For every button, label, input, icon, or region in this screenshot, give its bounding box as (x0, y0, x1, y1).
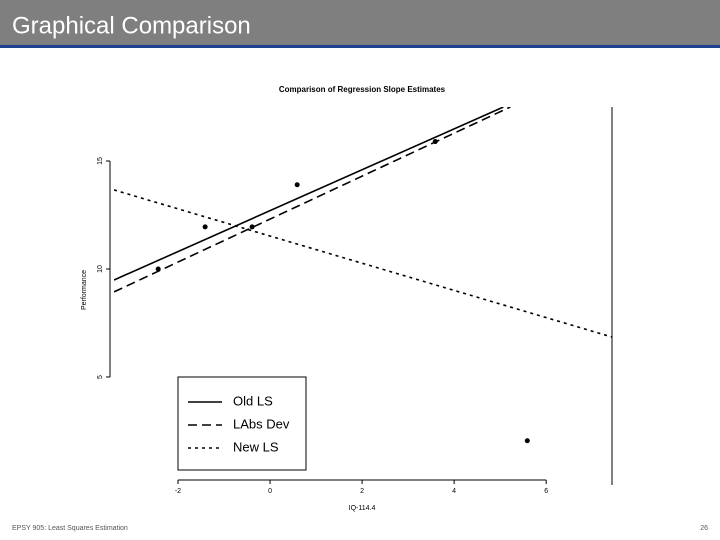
point (202, 224, 208, 230)
point (294, 182, 300, 188)
y-tick-label: 15 (97, 157, 104, 165)
x-tick-label: -2 (175, 488, 181, 495)
point (524, 438, 530, 444)
chart-title: Comparison of Regression Slope Estimates (279, 85, 446, 94)
legend-label: New LS (233, 439, 279, 454)
point (432, 139, 438, 145)
legend-box (177, 376, 307, 471)
y-tick-label: 10 (97, 265, 104, 273)
legend-label: LAbs Dev (233, 416, 290, 431)
x-tick-label: 2 (360, 488, 364, 495)
lines (114, 107, 612, 338)
fit-line (114, 107, 511, 293)
fit-line (114, 107, 504, 281)
point (249, 224, 255, 230)
slide-title: Graphical Comparison (12, 12, 251, 39)
y-tick-label: 5 (97, 375, 104, 379)
point (155, 266, 161, 272)
fit-line (114, 189, 612, 338)
legend-label: Old LS (233, 393, 273, 408)
header-rule (0, 45, 720, 48)
header-bar (0, 0, 720, 45)
x-tick-label: 4 (452, 488, 456, 495)
x-axis-label: IQ-114.4 (349, 505, 376, 512)
footer: EPSY 905: Least Squares Estimation (12, 525, 128, 532)
x-tick-label: 0 (268, 488, 272, 495)
y-axis-label: Performance (81, 270, 88, 310)
page-number: 26 (700, 525, 708, 532)
x-tick-label: 6 (544, 488, 548, 495)
